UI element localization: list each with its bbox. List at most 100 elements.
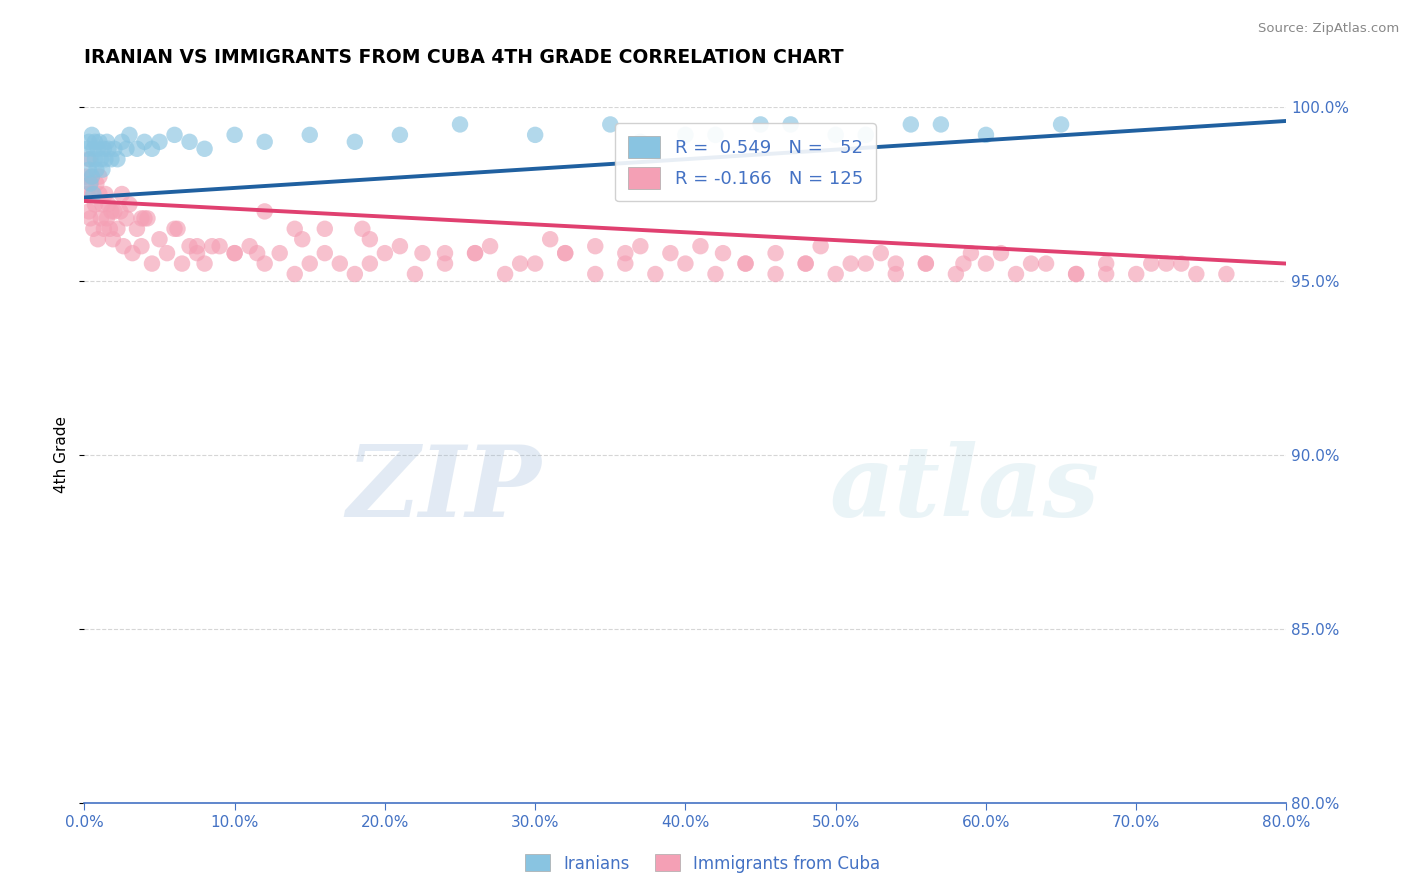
- Point: [1064, 267, 1087, 281]
- Point: [156, 246, 179, 260]
- Point: [80, 128, 103, 142]
- Point: [93, 142, 115, 156]
- Point: [614, 256, 637, 270]
- Point: [118, 128, 141, 142]
- Point: [97, 197, 120, 211]
- Text: ZIP: ZIP: [346, 442, 541, 538]
- Point: [554, 246, 576, 260]
- Point: [253, 204, 276, 219]
- Point: [1019, 256, 1042, 270]
- Point: [90, 211, 112, 226]
- Point: [869, 246, 891, 260]
- Point: [77, 204, 100, 219]
- Point: [134, 135, 156, 149]
- Point: [974, 128, 997, 142]
- Point: [141, 256, 163, 270]
- Point: [100, 204, 122, 219]
- Point: [960, 246, 983, 260]
- Point: [253, 135, 276, 149]
- Point: [100, 152, 122, 166]
- Point: [96, 211, 118, 226]
- Point: [583, 267, 606, 281]
- Point: [538, 232, 561, 246]
- Point: [82, 221, 104, 235]
- Point: [990, 246, 1012, 260]
- Point: [374, 246, 396, 260]
- Point: [434, 246, 457, 260]
- Point: [141, 142, 163, 156]
- Point: [343, 135, 366, 149]
- Point: [704, 267, 727, 281]
- Point: [186, 246, 208, 260]
- Point: [163, 128, 186, 142]
- Point: [91, 197, 114, 211]
- Point: [103, 204, 125, 219]
- Point: [359, 232, 381, 246]
- Point: [224, 246, 246, 260]
- Point: [884, 256, 907, 270]
- Point: [107, 152, 129, 166]
- Point: [112, 239, 135, 253]
- Point: [75, 169, 97, 184]
- Point: [83, 135, 105, 149]
- Point: [711, 246, 734, 260]
- Point: [77, 162, 100, 177]
- Point: [87, 142, 110, 156]
- Point: [97, 142, 120, 156]
- Point: [779, 117, 801, 131]
- Point: [749, 117, 772, 131]
- Point: [839, 256, 862, 270]
- Point: [163, 221, 186, 235]
- Point: [86, 162, 108, 177]
- Point: [76, 142, 98, 156]
- Point: [900, 117, 922, 131]
- Point: [614, 246, 637, 260]
- Point: [1156, 256, 1178, 270]
- Point: [80, 169, 103, 184]
- Text: atlas: atlas: [830, 442, 1099, 538]
- Point: [166, 221, 188, 235]
- Point: [974, 256, 997, 270]
- Point: [329, 256, 352, 270]
- Point: [1125, 267, 1147, 281]
- Point: [628, 135, 651, 149]
- Point: [246, 246, 269, 260]
- Point: [118, 197, 141, 211]
- Point: [404, 267, 426, 281]
- Point: [824, 128, 846, 142]
- Point: [915, 256, 938, 270]
- Point: [794, 256, 817, 270]
- Point: [479, 239, 502, 253]
- Point: [194, 142, 217, 156]
- Point: [98, 221, 121, 235]
- Point: [1035, 256, 1057, 270]
- Point: [79, 152, 101, 166]
- Point: [1095, 256, 1118, 270]
- Point: [1005, 267, 1028, 281]
- Point: [765, 267, 787, 281]
- Point: [134, 211, 156, 226]
- Point: [314, 221, 336, 235]
- Point: [201, 239, 224, 253]
- Point: [121, 246, 143, 260]
- Point: [810, 239, 832, 253]
- Point: [298, 256, 321, 270]
- Point: [239, 239, 262, 253]
- Text: Source: ZipAtlas.com: Source: ZipAtlas.com: [1258, 22, 1399, 36]
- Point: [464, 246, 486, 260]
- Point: [298, 128, 321, 142]
- Point: [90, 152, 112, 166]
- Point: [583, 239, 606, 253]
- Point: [929, 117, 952, 131]
- Point: [1140, 256, 1163, 270]
- Point: [284, 267, 307, 281]
- Point: [125, 221, 148, 235]
- Point: [89, 186, 111, 201]
- Point: [1064, 267, 1087, 281]
- Point: [689, 239, 711, 253]
- Point: [855, 256, 877, 270]
- Point: [87, 232, 110, 246]
- Point: [148, 135, 170, 149]
- Point: [675, 128, 697, 142]
- Point: [89, 169, 111, 184]
